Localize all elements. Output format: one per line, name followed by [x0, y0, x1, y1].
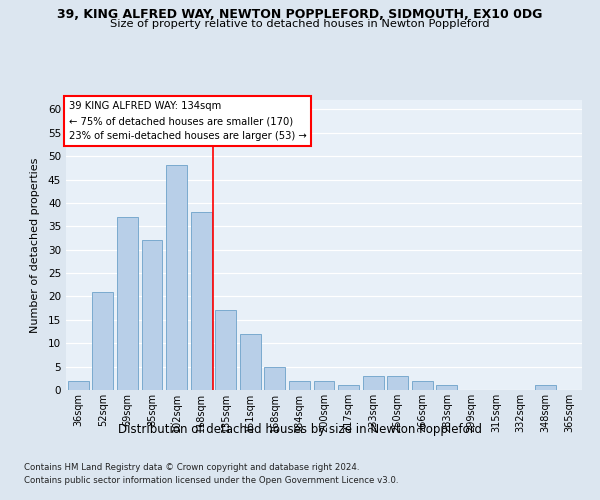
Bar: [68, 380, 89, 390]
Text: 39, KING ALFRED WAY, NEWTON POPPLEFORD, SIDMOUTH, EX10 0DG: 39, KING ALFRED WAY, NEWTON POPPLEFORD, …: [58, 8, 542, 20]
Bar: [166, 166, 187, 390]
Text: Contains HM Land Registry data © Crown copyright and database right 2024.: Contains HM Land Registry data © Crown c…: [24, 464, 359, 472]
Y-axis label: Number of detached properties: Number of detached properties: [29, 158, 40, 332]
Bar: [92, 292, 113, 390]
Bar: [265, 366, 286, 390]
Bar: [338, 386, 359, 390]
Bar: [314, 380, 334, 390]
Text: Contains public sector information licensed under the Open Government Licence v3: Contains public sector information licen…: [24, 476, 398, 485]
Bar: [191, 212, 212, 390]
Bar: [289, 380, 310, 390]
Bar: [362, 376, 383, 390]
Text: Distribution of detached houses by size in Newton Poppleford: Distribution of detached houses by size …: [118, 422, 482, 436]
Bar: [535, 386, 556, 390]
Bar: [387, 376, 408, 390]
Bar: [436, 386, 457, 390]
Bar: [240, 334, 261, 390]
Bar: [117, 217, 138, 390]
Text: Size of property relative to detached houses in Newton Poppleford: Size of property relative to detached ho…: [110, 19, 490, 29]
Bar: [215, 310, 236, 390]
Text: 39 KING ALFRED WAY: 134sqm
← 75% of detached houses are smaller (170)
23% of sem: 39 KING ALFRED WAY: 134sqm ← 75% of deta…: [68, 102, 307, 141]
Bar: [142, 240, 163, 390]
Bar: [412, 380, 433, 390]
